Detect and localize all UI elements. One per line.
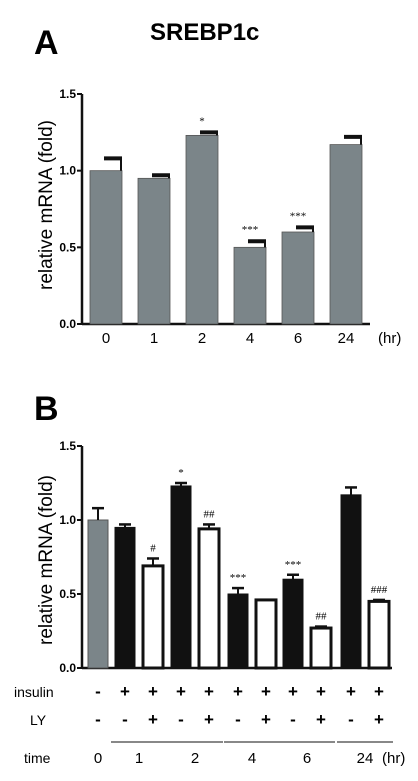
ly-sign: + [148,710,158,729]
x-tick-label: 6 [294,330,302,347]
bar [227,593,249,669]
time-label: 0 [94,750,102,767]
row-label-insulin: insulin [14,684,54,700]
y-tick-label: 0.5 [59,240,76,254]
significance-label: * [178,467,184,479]
chart-title: SREBP1c [150,19,259,46]
x-tick-label: 2 [198,330,206,347]
significance-label: *** [230,572,247,584]
y-tick-label: 1.5 [59,439,76,453]
ly-sign: - [178,710,184,729]
time-label: 24 [357,750,374,767]
ly-sign: - [235,710,241,729]
bar [137,177,171,325]
ly-sign: - [348,710,354,729]
insulin-sign: + [288,682,298,701]
insulin-sign: + [233,682,243,701]
panel-b-plot: 0.00.51.01.5--+-#++*+-##++***+-++***+-##… [59,439,393,767]
ly-sign: + [316,710,326,729]
y-tick-label: 0.5 [59,587,76,601]
y-tick-label: 1.0 [59,513,76,527]
y-tick-label: 1.0 [59,164,76,178]
x-tick-label: 0 [102,330,110,347]
bar [233,246,267,325]
bar [87,519,109,669]
ly-sign: - [95,710,101,729]
bar [141,564,165,670]
insulin-sign: + [374,682,384,701]
panel-b-x-unit: (hr) [382,750,405,767]
y-tick-label: 0.0 [59,317,76,331]
ly-sign: - [122,710,128,729]
y-tick-label: 1.5 [59,87,76,101]
insulin-sign: + [148,682,158,701]
insulin-sign: + [120,682,130,701]
panel-b-letter: B [34,390,59,428]
panel-b-y-title: relative mRNA (fold) [36,475,57,645]
time-label: 2 [191,750,199,767]
significance-label: *** [285,559,302,571]
panel-a-y-title: relative mRNA (fold) [36,120,57,290]
bar [367,599,391,670]
ly-sign: + [374,710,384,729]
panel-a-letter: A [34,24,59,62]
significance-label: ## [204,508,216,520]
significance-label: *** [242,224,259,236]
insulin-sign: + [316,682,326,701]
y-tick-label: 0.0 [59,661,76,675]
time-label: 6 [303,750,311,767]
insulin-sign: + [204,682,214,701]
significance-label: *** [290,210,307,222]
bar [329,144,363,325]
bar [254,598,278,670]
panel-a-plot: 0.0 0.5 1.0 1.5 0 1 * 2 *** 4 *** 6 24 [59,87,370,347]
error-bar [312,227,314,232]
bar [89,170,123,325]
insulin-sign: + [346,682,356,701]
ly-sign: + [204,710,214,729]
ly-sign: - [290,710,296,729]
time-label: 4 [248,750,256,767]
bar [197,527,221,670]
bar [114,526,136,669]
time-label: 1 [135,750,143,767]
row-label-time: time [24,750,51,766]
error-bar [120,158,122,171]
bar [282,578,304,669]
insulin-sign: - [95,682,101,701]
bar [170,485,192,669]
ly-sign: + [261,710,271,729]
x-tick-label: 4 [246,330,254,347]
error-bar [264,241,266,248]
significance-label: ### [371,584,388,596]
insulin-sign: + [261,682,271,701]
significance-label: * [199,115,205,127]
bar [340,494,362,669]
bar [309,626,333,670]
significance-label: # [150,542,156,554]
panel-a-x-unit: (hr) [378,330,401,347]
significance-label: ## [316,611,328,623]
bar [281,231,315,325]
x-tick-label: 1 [150,330,158,347]
insulin-sign: + [176,682,186,701]
x-tick-label: 24 [338,330,355,347]
error-bar [360,136,362,145]
bar [185,134,219,325]
row-label-ly: LY [30,712,47,728]
